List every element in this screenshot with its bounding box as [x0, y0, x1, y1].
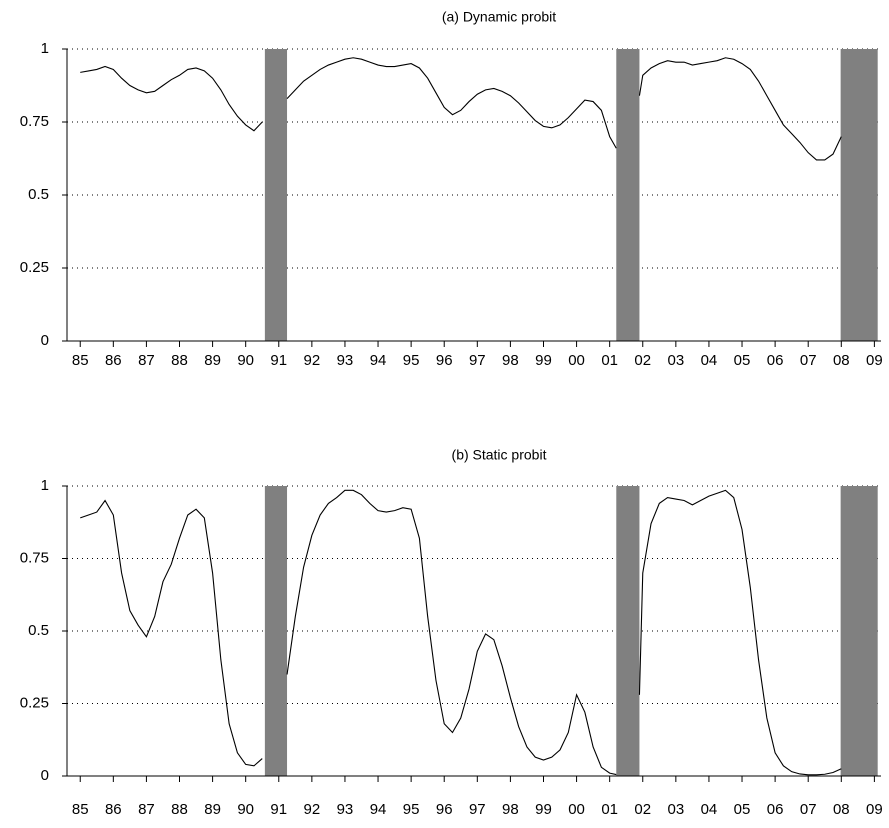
x-tick-label: 09: [866, 801, 883, 818]
recession-shade: [264, 486, 288, 776]
x-tick-label: 00: [568, 352, 585, 369]
x-tick-label: 06: [767, 801, 784, 818]
x-tick-label: 07: [800, 352, 817, 369]
recession-shade: [840, 486, 878, 776]
x-tick-label: 95: [403, 352, 420, 369]
recession-shade: [616, 49, 640, 341]
x-tick-label: 89: [204, 801, 221, 818]
x-tick-label: 92: [304, 801, 321, 818]
x-tick-label: 97: [469, 801, 486, 818]
x-tick-label: 00: [568, 801, 585, 818]
x-tick-label: 05: [734, 801, 751, 818]
y-tick-label: 0.5: [28, 186, 49, 203]
x-tick-label: 86: [105, 801, 122, 818]
x-tick-label: 09: [866, 352, 883, 369]
x-tick-label: 95: [403, 801, 420, 818]
x-tick-label: 90: [237, 352, 254, 369]
x-tick-label: 98: [502, 352, 519, 369]
x-tick-label: 03: [668, 352, 685, 369]
x-tick-label: 91: [270, 352, 287, 369]
x-tick-label: 93: [337, 352, 354, 369]
x-tick-label: 07: [800, 801, 817, 818]
chart-title: (a) Dynamic probit: [442, 9, 556, 25]
y-tick-label: 0.75: [20, 549, 49, 566]
x-tick-label: 03: [668, 801, 685, 818]
x-tick-label: 89: [204, 352, 221, 369]
data-line: [80, 489, 842, 776]
recession-shade: [264, 49, 288, 341]
y-tick-label: 1: [41, 40, 49, 57]
chart-title: (b) Static probit: [452, 447, 547, 463]
y-tick-label: 0: [41, 332, 49, 349]
y-tick-label: 0.75: [20, 113, 49, 130]
x-tick-label: 02: [634, 352, 651, 369]
x-tick-label: 87: [138, 801, 155, 818]
x-tick-label: 91: [270, 801, 287, 818]
data-line: [80, 57, 842, 161]
x-tick-label: 02: [634, 801, 651, 818]
y-tick-label: 0.25: [20, 694, 49, 711]
recession-shade: [840, 49, 878, 341]
x-tick-label: 01: [601, 801, 618, 818]
x-tick-label: 92: [304, 352, 321, 369]
x-tick-label: 94: [370, 352, 387, 369]
x-tick-label: 90: [237, 801, 254, 818]
x-tick-label: 86: [105, 352, 122, 369]
x-tick-label: 05: [734, 352, 751, 369]
x-tick-label: 04: [701, 801, 718, 818]
y-tick-label: 1: [41, 477, 49, 494]
x-tick-label: 96: [436, 801, 453, 818]
x-tick-label: 08: [833, 801, 850, 818]
x-tick-label: 08: [833, 352, 850, 369]
x-tick-label: 87: [138, 352, 155, 369]
y-tick-label: 0.25: [20, 259, 49, 276]
x-tick-label: 99: [535, 801, 552, 818]
x-tick-label: 85: [72, 801, 89, 818]
y-tick-label: 0: [41, 767, 49, 784]
x-tick-label: 88: [171, 801, 188, 818]
x-tick-label: 88: [171, 352, 188, 369]
x-tick-label: 06: [767, 352, 784, 369]
x-tick-label: 94: [370, 801, 387, 818]
x-tick-label: 04: [701, 352, 718, 369]
x-tick-label: 98: [502, 801, 519, 818]
x-tick-label: 01: [601, 352, 618, 369]
x-tick-label: 85: [72, 352, 89, 369]
y-tick-label: 0.5: [28, 622, 49, 639]
x-tick-label: 99: [535, 352, 552, 369]
x-tick-label: 96: [436, 352, 453, 369]
x-tick-label: 93: [337, 801, 354, 818]
recession-shade: [616, 486, 640, 776]
x-tick-label: 97: [469, 352, 486, 369]
